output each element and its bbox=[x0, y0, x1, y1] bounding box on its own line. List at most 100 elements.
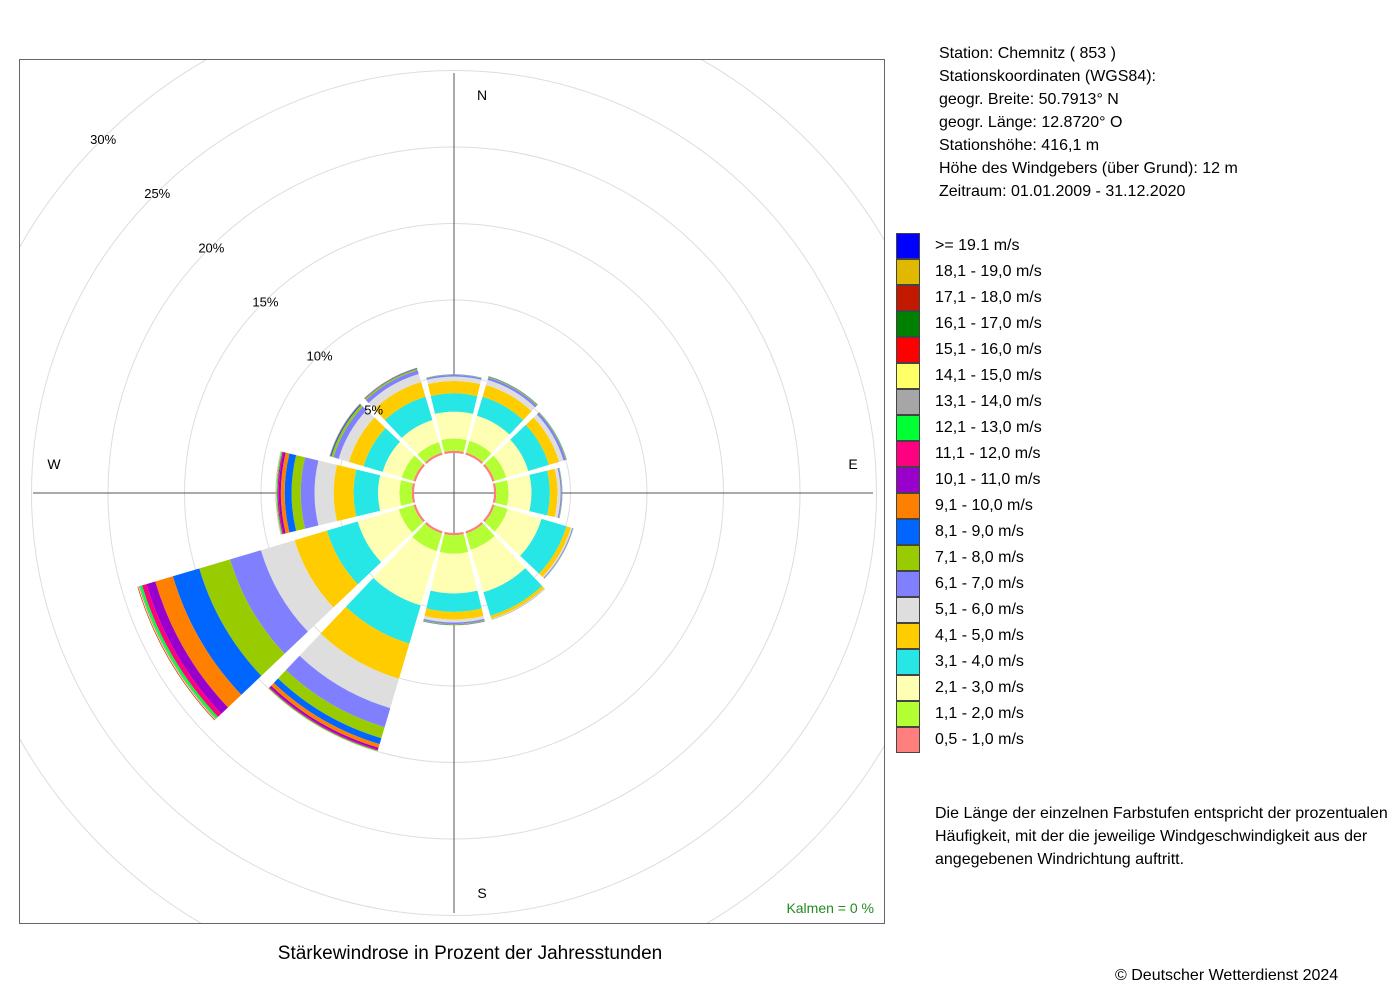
sector-o-speed-2 bbox=[495, 480, 509, 506]
sector-wnw bbox=[329, 403, 425, 482]
sector-ono bbox=[483, 412, 567, 482]
sector-sso-speed-1 bbox=[465, 522, 484, 534]
legend-label: 2,1 - 3,0 m/s bbox=[935, 679, 1024, 696]
station-info-line: Stationskoordinaten (WGS84): bbox=[939, 68, 1156, 85]
sector-w bbox=[275, 451, 416, 535]
compass-label-w: W bbox=[47, 456, 61, 472]
legend-label: 11,1 - 12,0 m/s bbox=[935, 445, 1041, 462]
sector-nno-speed-7 bbox=[487, 377, 537, 408]
sector-wsw-speed-4 bbox=[326, 521, 382, 585]
wind-sectors bbox=[137, 367, 574, 752]
sector-ssw-speed-3 bbox=[373, 536, 437, 606]
sector-oso-speed-6 bbox=[542, 527, 573, 578]
sector-wsw-speed-12 bbox=[142, 584, 222, 717]
sector-w-speed-15 bbox=[275, 451, 282, 535]
sector-sso-speed-3 bbox=[470, 535, 526, 593]
sector-wnw-speed-5 bbox=[348, 417, 386, 467]
sector-s-speed-6 bbox=[423, 615, 485, 623]
sector-wnw-speed-7 bbox=[333, 406, 367, 459]
sector-o-speed-7 bbox=[557, 467, 562, 519]
legend-label: 17,1 - 18,0 m/s bbox=[935, 289, 1042, 306]
sector-s-speed-10 bbox=[423, 621, 485, 626]
legend-label: 9,1 - 10,0 m/s bbox=[935, 497, 1033, 514]
sector-ssw-speed-4 bbox=[345, 578, 421, 644]
sector-ssw-speed-1 bbox=[424, 522, 443, 534]
sector-ssw-speed-6 bbox=[299, 633, 399, 709]
sector-o-speed-4 bbox=[529, 470, 550, 516]
station-info-line: geogr. Länge: 12.8720° O bbox=[939, 114, 1123, 131]
sector-nno-speed-1 bbox=[465, 452, 484, 464]
sector-n-speed-6 bbox=[426, 376, 482, 385]
sector-sso-speed-4 bbox=[483, 568, 543, 616]
sector-nno-speed-6 bbox=[486, 379, 536, 412]
compass-label-n: N bbox=[477, 87, 487, 103]
sector-nno-speed-2 bbox=[466, 440, 492, 463]
sector-ssw-speed-7 bbox=[285, 655, 391, 728]
sector-w-speed-5 bbox=[333, 464, 357, 522]
sector-nno-speed-3 bbox=[469, 415, 510, 454]
sector-w-speed-13 bbox=[276, 451, 283, 535]
sector-ono-speed-1 bbox=[483, 463, 495, 482]
legend-label: 13,1 - 14,0 m/s bbox=[935, 393, 1042, 410]
sector-n bbox=[426, 374, 482, 455]
sector-w-speed-14 bbox=[276, 451, 282, 535]
sector-wnw-speed-1 bbox=[413, 463, 425, 482]
sector-wsw-speed-11 bbox=[146, 581, 228, 714]
sector-w-speed-11 bbox=[278, 452, 286, 534]
legend-swatch bbox=[896, 389, 920, 415]
sector-n-speed-2 bbox=[441, 438, 467, 452]
sector-o-speed-5 bbox=[547, 468, 558, 518]
sector-ssw bbox=[268, 522, 443, 752]
radial-tick-label: 30% bbox=[90, 132, 116, 147]
sector-wsw-speed-1 bbox=[413, 504, 425, 523]
legend-swatch bbox=[896, 597, 920, 623]
sector-s bbox=[423, 531, 485, 626]
legend-swatch bbox=[896, 623, 920, 649]
legend-swatch bbox=[896, 415, 920, 441]
legend-swatch bbox=[896, 571, 920, 597]
legend-label: 14,1 - 15,0 m/s bbox=[935, 367, 1042, 384]
sector-wsw-speed-3 bbox=[357, 509, 413, 563]
sector-ssw-speed-10 bbox=[271, 682, 380, 748]
sector-o-speed-8 bbox=[558, 467, 563, 519]
legend-swatch bbox=[896, 701, 920, 727]
sector-w-speed-4 bbox=[353, 469, 381, 517]
compass-label-s: S bbox=[477, 885, 486, 901]
sector-wsw-speed-5 bbox=[294, 530, 358, 608]
sector-n-speed-7 bbox=[426, 374, 482, 380]
sector-ono-speed-5 bbox=[525, 417, 560, 465]
sector-nnw-speed-4 bbox=[384, 396, 433, 438]
sector-o-speed-3 bbox=[507, 474, 532, 512]
sector-sso bbox=[465, 522, 546, 620]
legend-swatch bbox=[896, 727, 920, 753]
grid-ring-25 bbox=[31, 70, 877, 916]
legend-swatch bbox=[896, 675, 920, 701]
sector-w-speed-2 bbox=[399, 480, 413, 506]
radial-grid bbox=[20, 60, 884, 923]
note-line: Die Länge der einzelnen Farbstufen entsp… bbox=[935, 805, 1388, 822]
legend-swatch bbox=[896, 493, 920, 519]
sector-w-speed-12 bbox=[277, 451, 284, 535]
copyright-notice: © Deutscher Wetterdienst 2024 bbox=[1115, 967, 1339, 984]
legend-label: >= 19.1 m/s bbox=[935, 237, 1020, 254]
sector-oso-speed-2 bbox=[484, 505, 508, 532]
sector-nno-speed-4 bbox=[476, 396, 524, 435]
legend-label: 16,1 - 17,0 m/s bbox=[935, 315, 1042, 332]
legend-swatch bbox=[896, 311, 920, 337]
legend-label: 18,1 - 19,0 m/s bbox=[935, 263, 1042, 280]
chart-title: Stärkewindrose in Prozent der Jahresstun… bbox=[277, 943, 663, 964]
legend-swatch bbox=[896, 649, 920, 675]
legend-swatch bbox=[896, 337, 920, 363]
sector-sso-speed-5 bbox=[490, 585, 545, 619]
sector-ssw-speed-2 bbox=[412, 523, 442, 552]
sector-wsw-speed-6 bbox=[260, 540, 334, 632]
sector-nnw bbox=[364, 367, 443, 464]
legend-swatch bbox=[896, 545, 920, 571]
radial-tick-label: 15% bbox=[252, 294, 278, 309]
sector-s-speed-2 bbox=[439, 534, 469, 554]
sector-ssw-speed-5 bbox=[320, 606, 410, 679]
sector-n-speed-3 bbox=[435, 411, 473, 440]
legend-swatch bbox=[896, 285, 920, 311]
sector-nnw-speed-7 bbox=[365, 370, 419, 403]
sector-ono-speed-3 bbox=[493, 439, 529, 478]
